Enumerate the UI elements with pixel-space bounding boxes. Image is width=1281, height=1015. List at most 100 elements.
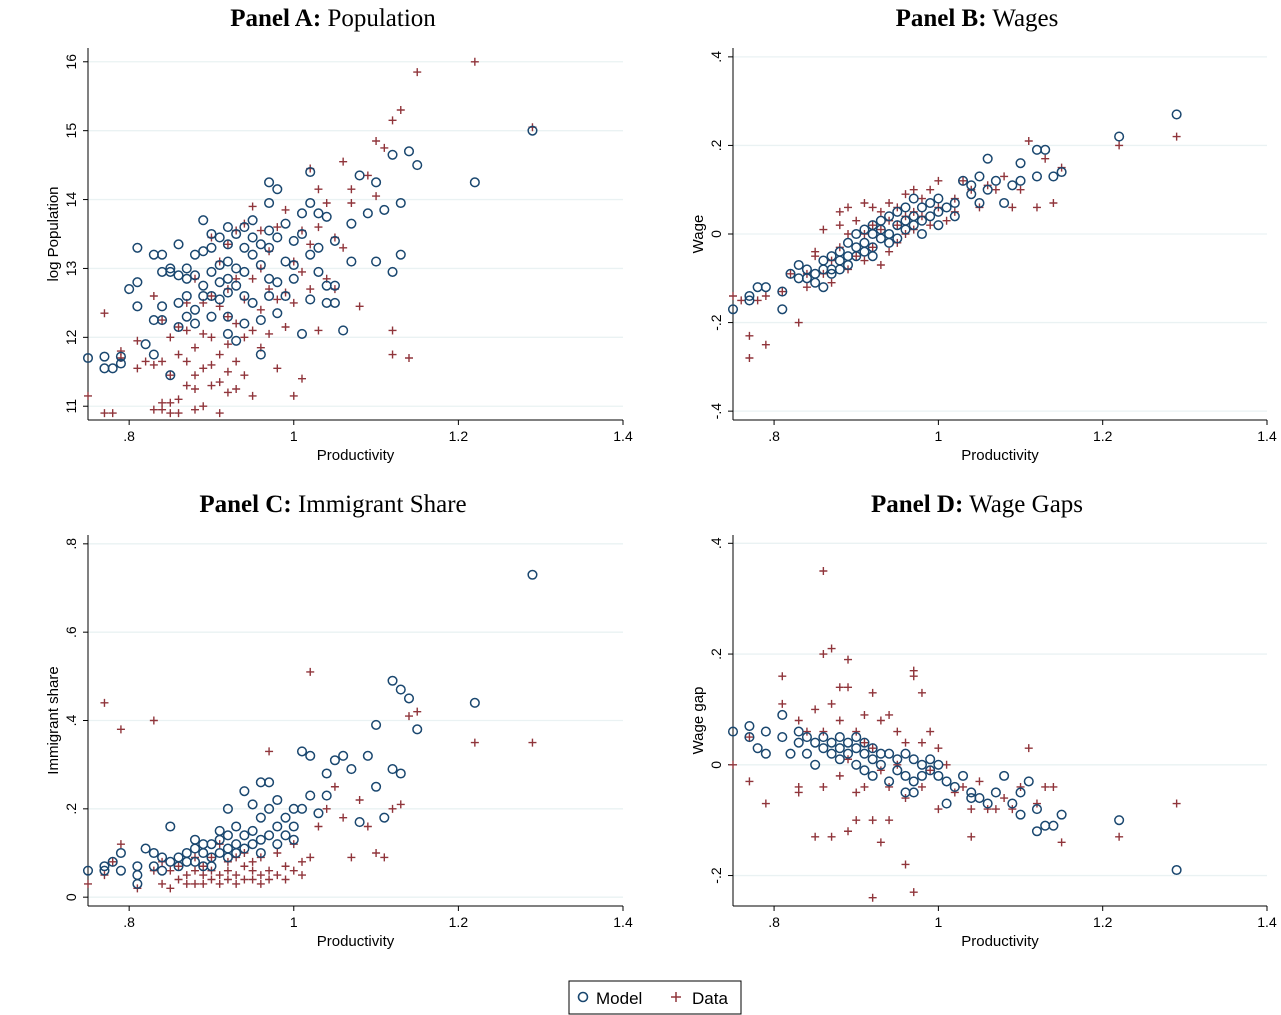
- model-point: [1015, 158, 1026, 169]
- model-point: [851, 228, 862, 240]
- model-point: [272, 839, 283, 850]
- data-point: [761, 799, 770, 808]
- model-point: [157, 865, 168, 876]
- model-point: [239, 843, 250, 854]
- model-point: [157, 315, 168, 326]
- model-point: [255, 315, 266, 326]
- data-point: [876, 838, 885, 847]
- model-point: [752, 282, 763, 293]
- data-point: [811, 705, 820, 714]
- data-point: [298, 871, 306, 880]
- model-point: [379, 204, 390, 215]
- model-point: [469, 177, 480, 188]
- data-point: [868, 816, 877, 825]
- panel-b-y-tick-label: -.2: [708, 314, 724, 331]
- data-point: [885, 816, 894, 825]
- model-point: [908, 787, 919, 798]
- panel-c-title-rest: Immigrant Share: [292, 491, 467, 518]
- model-point: [231, 263, 242, 274]
- model-point: [859, 748, 870, 759]
- data-point: [745, 733, 754, 742]
- model-point: [132, 870, 143, 881]
- data-point: [166, 398, 175, 407]
- model-point: [826, 737, 837, 748]
- model-point: [867, 743, 878, 754]
- panel-d-series-data: [729, 566, 1181, 902]
- panel-d-y-tick-label: -.2: [708, 867, 724, 884]
- data-point: [844, 230, 853, 238]
- model-point: [1007, 798, 1018, 809]
- data-point: [182, 381, 191, 390]
- model-point: [1015, 787, 1026, 798]
- data-point: [934, 744, 943, 753]
- data-point: [133, 336, 142, 345]
- data-point: [844, 655, 853, 664]
- panel-b-x-axis-label: Productivity: [961, 447, 1039, 464]
- model-point: [148, 847, 159, 859]
- model-point: [1023, 776, 1034, 787]
- panel-a-y-tick-label: 11: [63, 399, 79, 414]
- model-point: [280, 256, 291, 267]
- data-point: [1172, 132, 1181, 141]
- model-point: [329, 235, 340, 246]
- model-point: [834, 732, 845, 743]
- panel-b-title-rest: Wages: [987, 5, 1059, 32]
- panel-d-y-axis-label: Wage gap: [690, 687, 707, 755]
- data-point: [876, 716, 885, 725]
- model-point: [900, 224, 911, 235]
- model-point: [403, 693, 415, 704]
- model-point: [834, 255, 845, 266]
- data-point: [100, 698, 109, 707]
- data-point: [778, 699, 787, 708]
- model-point: [892, 765, 903, 776]
- panel-d-x-tick-label: 1: [934, 914, 942, 930]
- panel-c-title-bold: Panel C:: [199, 491, 291, 518]
- panel-c: Panel C: Immigrant Share .8 1 1.2 1.4 0 .2 .4 .6…: [45, 491, 633, 950]
- model-point: [255, 349, 266, 360]
- data-point: [909, 185, 918, 194]
- model-point: [247, 232, 258, 243]
- model-point: [231, 335, 242, 346]
- data-point: [827, 644, 836, 653]
- data-point: [852, 216, 861, 225]
- model-point: [305, 166, 316, 178]
- data-point: [1016, 185, 1025, 194]
- data-point: [1041, 782, 1050, 791]
- model-point: [982, 153, 993, 164]
- model-point: [966, 180, 977, 191]
- model-point: [189, 318, 201, 329]
- data-point: [298, 374, 306, 383]
- data-point: [1000, 794, 1009, 803]
- model-point: [305, 294, 316, 305]
- model-point: [957, 175, 969, 186]
- model-point: [264, 197, 275, 209]
- data-point: [149, 716, 158, 725]
- model-point: [744, 720, 755, 732]
- model-point: [1114, 131, 1125, 142]
- data-point: [893, 760, 902, 769]
- data-point: [240, 862, 249, 871]
- model-point: [982, 184, 993, 195]
- data-point: [885, 710, 894, 719]
- panel-c-y-tick-label: 0: [63, 893, 79, 901]
- model-point: [727, 726, 739, 737]
- panel-b: Panel B: Wages .8 1 1.2 1.4 -.4 -.2 0 .2 .4 Produc…: [690, 5, 1277, 464]
- model-point: [395, 197, 406, 209]
- model-point: [777, 732, 788, 743]
- model-point: [247, 825, 258, 836]
- model-point: [354, 170, 365, 181]
- panel-a-x-tick-label: 1.2: [449, 428, 469, 444]
- panel-b-x-tick-label: 1: [934, 428, 942, 444]
- model-point: [305, 249, 316, 260]
- model-point: [892, 754, 903, 765]
- data-point: [413, 707, 422, 716]
- model-point: [875, 224, 886, 235]
- data-point: [885, 247, 894, 256]
- data-point: [860, 782, 869, 791]
- data-point: [339, 813, 348, 822]
- model-point: [744, 290, 755, 302]
- model-point: [198, 246, 209, 257]
- model-point: [1040, 144, 1051, 155]
- data-point: [207, 292, 216, 300]
- model-point: [371, 719, 382, 730]
